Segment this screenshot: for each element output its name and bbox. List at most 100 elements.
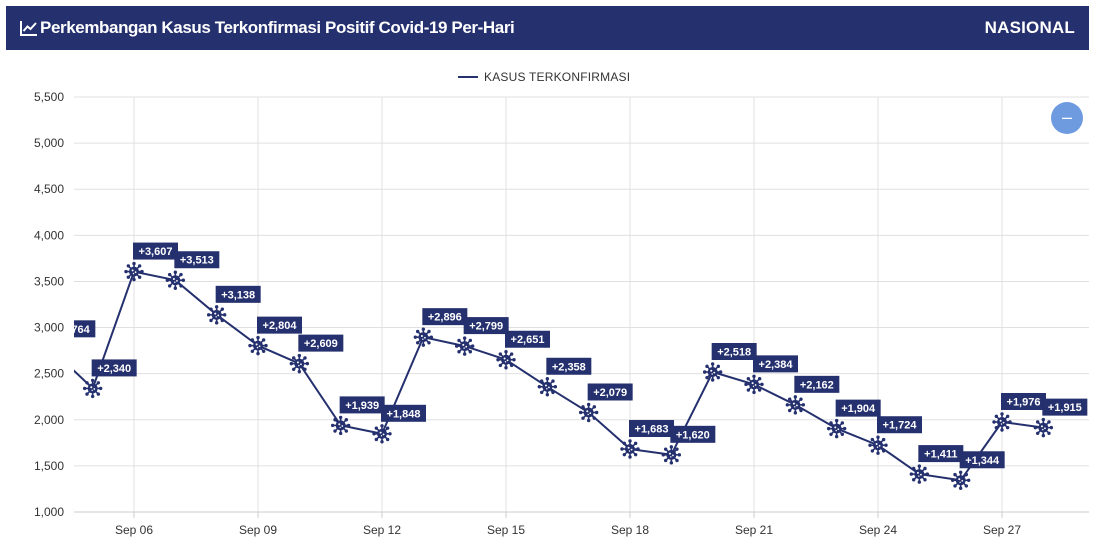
data-label: +2,162 <box>800 379 834 391</box>
data-label: +2,609 <box>304 338 338 350</box>
virus-icon[interactable] <box>206 305 227 325</box>
data-label-box <box>463 317 509 335</box>
data-label: +2,896 <box>428 312 462 324</box>
data-label: +1,724 <box>883 420 918 432</box>
data-label-box <box>587 383 633 401</box>
data-label: +1,620 <box>676 429 710 441</box>
virus-icon[interactable] <box>82 378 103 399</box>
y-tick-label: 3,000 <box>34 321 64 335</box>
data-label-box <box>546 357 592 375</box>
data-label: +2,804 <box>263 320 298 332</box>
data-label-box <box>711 343 757 361</box>
x-tick-label: Sep 18 <box>611 523 649 537</box>
virus-icon[interactable] <box>950 470 971 490</box>
virus-icon[interactable] <box>496 350 516 370</box>
data-label-box <box>959 451 1005 469</box>
virus-icon[interactable] <box>42 340 61 359</box>
x-tick-label: Sep 15 <box>487 523 525 537</box>
data-label: +1,915 <box>1048 402 1082 414</box>
data-label: +2,340 <box>97 363 131 375</box>
data-label-box <box>74 320 96 338</box>
x-tick-label: Sep 21 <box>735 523 773 537</box>
virus-icon[interactable] <box>868 435 888 455</box>
data-label: +2,518 <box>717 347 751 359</box>
y-tick-label: 5,500 <box>34 90 64 104</box>
virus-icon[interactable] <box>124 261 144 282</box>
virus-icon[interactable] <box>413 327 434 347</box>
data-label-box <box>381 404 426 422</box>
data-label-box <box>339 396 385 414</box>
data-label: +3,607 <box>139 246 173 258</box>
minus-icon: – <box>1061 107 1072 127</box>
chart-title: Perkembangan Kasus Terkonfirmasi Positif… <box>40 18 515 37</box>
zoom-out-button[interactable]: – <box>1051 102 1083 134</box>
x-tick-label: Sep 24 <box>859 523 897 537</box>
data-label: +1,939 <box>345 400 379 412</box>
y-tick-label: 3,500 <box>34 274 64 288</box>
chart-legend[interactable]: KASUS TERKONFIRMASI <box>458 69 630 85</box>
data-label-box <box>298 334 344 352</box>
data-label-box <box>918 445 964 463</box>
virus-icon[interactable] <box>702 362 723 382</box>
data-label: +3,138 <box>221 289 255 301</box>
y-tick-label: 5,000 <box>34 136 64 150</box>
virus-icon[interactable] <box>744 374 764 395</box>
virus-icon[interactable] <box>330 415 351 436</box>
region-label: NASIONAL <box>984 18 1075 37</box>
data-label: +1,848 <box>387 408 421 420</box>
data-label-box <box>91 359 137 377</box>
data-label: +1,683 <box>635 424 669 436</box>
data-label-box <box>835 399 881 417</box>
x-tick-label: Sep 09 <box>239 523 277 537</box>
virus-icon[interactable] <box>909 464 930 484</box>
data-label-box <box>174 251 220 269</box>
chart-header: Perkembangan Kasus Terkonfirmasi Positif… <box>6 6 1089 50</box>
y-tick-label: 1,500 <box>34 459 64 473</box>
virus-icon[interactable] <box>661 445 682 465</box>
virus-icon[interactable] <box>992 412 1012 432</box>
series-line <box>74 270 1044 482</box>
y-tick-label: 4,500 <box>34 182 64 196</box>
x-tick-label: Sep 12 <box>363 523 401 537</box>
data-label-box <box>1001 392 1046 410</box>
chart-panel: KASUS TERKONFIRMASI 1,000 1,500 2,000 2,500… <box>0 56 1098 547</box>
line-chart: 1,000 1,500 2,000 2,500 3,000 3,500 4,000 4,500… <box>34 90 1089 537</box>
y-tick-label: 4,000 <box>34 228 64 242</box>
virus-icon[interactable] <box>620 439 640 459</box>
chart-line-icon <box>20 21 37 36</box>
virus-icon[interactable] <box>372 424 392 444</box>
data-label-box <box>133 242 178 260</box>
virus-icon[interactable] <box>454 336 475 356</box>
virus-icon[interactable] <box>785 395 806 415</box>
data-label-box <box>629 420 674 438</box>
virus-icon[interactable] <box>537 377 558 397</box>
data-label: +1,976 <box>1007 396 1041 408</box>
legend-label: KASUS TERKONFIRMASI <box>484 70 631 84</box>
axis-layer: 1,000 1,500 2,000 2,500 3,000 3,500 4,000 4,500… <box>34 90 1089 537</box>
y-tick-label: 2,500 <box>34 367 64 381</box>
data-label-box <box>1042 398 1088 416</box>
data-label: +2,384 <box>759 359 794 371</box>
legend-swatch <box>458 76 478 78</box>
virus-icon[interactable] <box>165 270 186 290</box>
data-label: +2,358 <box>552 361 586 373</box>
x-tick-label: Sep 06 <box>115 523 153 537</box>
data-label-box <box>877 416 922 434</box>
data-label: +2,651 <box>511 334 545 346</box>
x-tick-label: Sep 27 <box>983 523 1021 537</box>
data-label-box <box>505 330 550 348</box>
data-label-box <box>257 316 302 334</box>
data-label: +2,764 <box>56 324 91 336</box>
y-tick-label: 2,000 <box>34 413 64 427</box>
virus-icon[interactable] <box>289 353 310 374</box>
virus-icon[interactable] <box>826 418 847 439</box>
virus-icon[interactable] <box>248 335 268 356</box>
virus-icon[interactable] <box>1033 417 1054 438</box>
data-label-box <box>422 308 468 326</box>
y-tick-label: 1,000 <box>34 505 64 519</box>
data-label-box <box>215 285 261 303</box>
data-label: +2,799 <box>469 321 503 333</box>
virus-icon[interactable] <box>578 402 599 423</box>
data-label: +2,079 <box>593 387 627 399</box>
data-label-box <box>753 355 798 373</box>
